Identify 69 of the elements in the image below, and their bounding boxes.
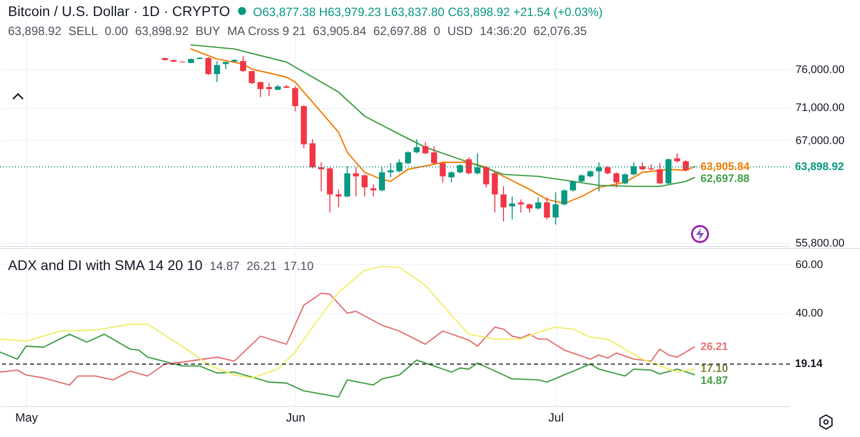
x-tick-label: May <box>15 410 38 424</box>
candlestick <box>500 186 507 222</box>
y-tick-label: 71,000.00 <box>796 102 844 114</box>
candlestick <box>518 198 524 213</box>
ref-line-label: 63,898.92 <box>795 160 844 173</box>
annotation: 0.00 <box>104 24 128 38</box>
chart-title: Bitcoin / U.S. Dollar · 1D · CRYPTO <box>8 3 230 19</box>
annotation: 62,697.88 <box>373 24 427 38</box>
candlestick <box>440 162 446 183</box>
y-tick-label: 40.00 <box>796 308 824 320</box>
candlestick <box>561 188 568 206</box>
candlestick <box>552 192 559 225</box>
data-label: 14.87 <box>700 375 728 388</box>
annotation: 63,898.92 <box>135 24 188 38</box>
annotation: 26.21 <box>246 259 277 273</box>
chart-subtitle: O63,877.38 H63,979.23 L63,837.80 C63,898.92 +21.54 (+0.03%) <box>252 5 603 19</box>
candlestick <box>336 188 342 208</box>
candlestick <box>214 60 220 83</box>
candlestick <box>248 70 255 85</box>
candlestick <box>257 81 264 98</box>
candlestick <box>352 166 359 197</box>
annotation: 0 <box>434 24 440 38</box>
annotation: 63,898.92 <box>8 24 62 38</box>
candlestick <box>622 172 628 185</box>
candlestick <box>570 180 576 192</box>
candlestick <box>483 166 490 188</box>
candlestick <box>431 146 438 165</box>
annotation: SELL <box>68 24 98 38</box>
candlestick <box>266 82 272 97</box>
data-label: 62,697.88 <box>700 172 750 185</box>
ref-line-label: 19.14 <box>795 358 824 370</box>
candlestick <box>362 174 368 197</box>
annotation: 62,076.35 <box>533 24 587 38</box>
candlestick <box>448 170 454 183</box>
line-series <box>0 292 696 386</box>
candlestick <box>509 196 516 220</box>
candlestick <box>414 138 420 154</box>
candlestick <box>422 142 428 155</box>
data-label: 17.10 <box>700 363 728 376</box>
y-tick-label: 76,000.00 <box>796 64 844 76</box>
line-series <box>0 334 696 398</box>
annotation: BUY <box>196 24 220 38</box>
candlestick <box>466 156 472 175</box>
annotation: MA Cross 9 21 <box>227 24 306 38</box>
annotation: USD <box>447 24 473 38</box>
x-tick-label: Jun <box>286 410 306 424</box>
candlestick <box>682 160 689 172</box>
candlestick <box>492 172 498 213</box>
x-tick-label: Jul <box>548 410 564 424</box>
chart-title: ADX and DI with SMA 14 20 10 <box>8 257 203 273</box>
annotation: 63,905.84 <box>312 24 366 38</box>
candlestick <box>544 196 550 220</box>
candlestick <box>205 56 212 76</box>
y-tick-label: 55,800.00 <box>796 237 844 250</box>
y-tick-label: 67,000.00 <box>796 134 844 147</box>
annotation: 14:36:20 <box>480 24 526 38</box>
data-label: 63,905.84 <box>700 160 750 173</box>
y-tick-label: 60.00 <box>796 258 824 271</box>
annotation: 14.87 <box>210 259 240 273</box>
candlestick <box>240 56 246 73</box>
candlestick <box>535 196 542 210</box>
candlestick <box>405 150 412 165</box>
annotation: 17.10 <box>284 259 314 273</box>
candlestick <box>292 86 298 112</box>
candlestick <box>613 172 620 188</box>
candlestick <box>656 162 663 185</box>
candlestick <box>370 184 376 197</box>
candlestick <box>318 162 324 192</box>
data-label: 26.21 <box>700 340 728 353</box>
